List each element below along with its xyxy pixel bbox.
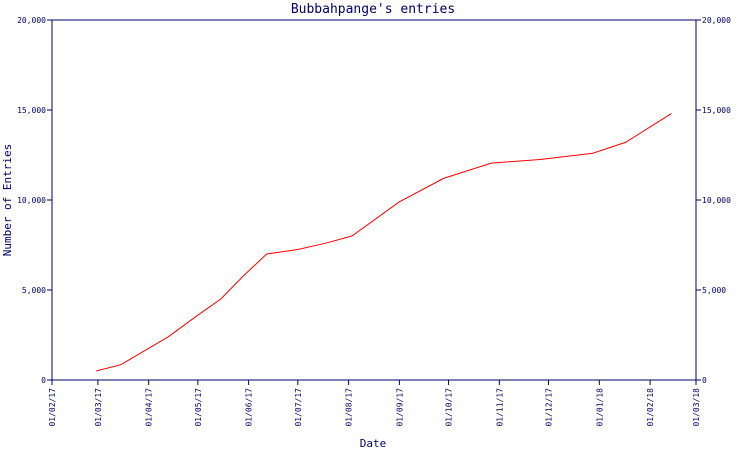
x-tick-label: 01/12/17 <box>545 388 554 427</box>
x-tick-label: 01/05/17 <box>194 388 203 427</box>
x-tick-label: 01/11/17 <box>495 388 504 427</box>
y-tick-label-right: 0 <box>702 376 707 385</box>
x-tick-label: 01/08/17 <box>345 388 354 427</box>
ticks-layer: 0 0 5,000 5,000 10,000 10,000 15,000 15,000 20,0… <box>17 16 731 427</box>
y-tick-label-right: 5,000 <box>702 286 726 295</box>
y-tick-label-right: 20,000 <box>702 16 731 25</box>
chart-title: Bubbahpange's entries <box>291 2 455 17</box>
y-axis-label: Number of Entries <box>1 144 14 257</box>
x-tick-label: 01/04/17 <box>145 388 154 427</box>
x-tick-label: 01/02/17 <box>48 388 57 427</box>
y-tick-label-left: 5,000 <box>22 286 46 295</box>
x-tick-label: 01/06/17 <box>245 388 254 427</box>
axes-layer <box>51 19 697 381</box>
x-tick-label: 01/03/17 <box>94 388 103 427</box>
y-tick-label-left: 15,000 <box>17 106 46 115</box>
x-tick-label: 01/02/18 <box>646 388 655 427</box>
y-tick-label-left: 10,000 <box>17 196 46 205</box>
x-tick-label: 01/10/17 <box>445 388 454 427</box>
series-line <box>96 113 672 372</box>
y-tick-label-left: 20,000 <box>17 16 46 25</box>
x-axis-label: Date <box>360 437 387 450</box>
y-tick-label-left: 0 <box>41 376 46 385</box>
x-tick-label: 01/09/17 <box>395 388 404 427</box>
x-tick-label: 01/03/18 <box>692 388 701 427</box>
plot-frame <box>51 19 697 381</box>
x-tick-label: 01/07/17 <box>294 388 303 427</box>
series-layer <box>96 113 672 372</box>
y-tick-label-right: 15,000 <box>702 106 731 115</box>
x-tick-label: 01/01/18 <box>595 388 604 427</box>
y-tick-label-right: 10,000 <box>702 196 731 205</box>
